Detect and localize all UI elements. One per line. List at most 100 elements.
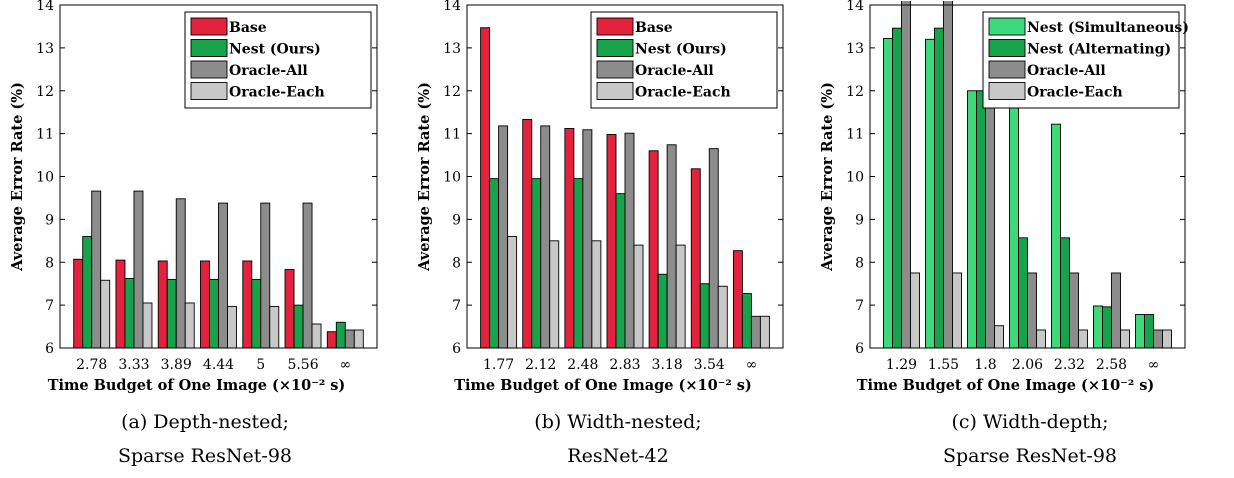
caption-line: Sparse ResNet-98 [118, 445, 292, 467]
x-tick-label: 3.18 [652, 357, 683, 373]
y-tick-label: 13 [36, 41, 54, 57]
legend: Base Nest (Ours) Oracle-All Oracle-Each [184, 11, 372, 109]
bar-oracle-all-3.18 [666, 144, 677, 348]
bar-nest-alternating--2.32 [1060, 237, 1070, 348]
bar-nest-ours--2.78 [82, 236, 93, 348]
bar-nest-ours--2.48 [573, 178, 584, 348]
bar-nest-simultaneous--1.29 [883, 37, 893, 348]
y-tick-label: 10 [846, 170, 864, 186]
x-tick-label: ∞ [1148, 357, 1160, 373]
bar-base-∞ [326, 331, 337, 348]
legend: Nest (Simultaneous) Nest (Alternating) Ora… [982, 11, 1189, 109]
x-tick-label: ∞ [339, 357, 351, 373]
bar-base-∞ [732, 250, 743, 348]
legend-swatch [596, 17, 634, 36]
bar-nest-simultaneous--1.8 [967, 90, 977, 348]
caption-line: (a) Depth-nested; [121, 411, 289, 433]
y-tick-label: 8 [855, 255, 864, 271]
caption-line: (b) Width-nested; [534, 411, 701, 433]
bar-oracle-each-2.06 [1036, 329, 1046, 348]
x-tick-label: 2.78 [76, 357, 107, 373]
y-tick-label: 11 [36, 127, 54, 143]
bar-oracle-each-3.18 [675, 244, 686, 348]
bar-nest-ours--5 [251, 278, 262, 348]
legend-swatch [596, 39, 634, 57]
bar-oracle-each-4.44 [227, 305, 237, 348]
bar-oracle-each-1.77 [507, 236, 518, 348]
legend-swatch [596, 60, 634, 79]
y-tick-label: 10 [443, 170, 461, 186]
bar-nest-simultaneous--∞ [1135, 314, 1145, 348]
bar-nest-simultaneous--1.55 [925, 38, 935, 348]
y-tick-label: 9 [855, 212, 864, 228]
y-tick-label: 9 [45, 212, 54, 228]
legend-entry: Base [229, 20, 267, 36]
bar-oracle-all-3.54 [708, 148, 719, 348]
legend-entry: Nest (Alternating) [1027, 42, 1171, 58]
y-tick-label: 6 [452, 341, 461, 357]
bar-oracle-all-3.33 [133, 190, 144, 348]
y-tick-label: 7 [45, 298, 54, 314]
bar-nest-alternating--2.58 [1102, 306, 1112, 348]
caption-line: Sparse ResNet-98 [943, 445, 1117, 467]
x-tick-label: 2.12 [525, 357, 556, 373]
bar-oracle-each-1.29 [910, 272, 920, 348]
y-tick-label: 13 [443, 41, 461, 57]
x-tick-label: 3.89 [161, 357, 192, 373]
legend-swatch [988, 39, 1026, 57]
x-tick-label: 3.54 [694, 357, 725, 373]
y-tick-label: 14 [443, 0, 461, 14]
bar-base-5 [242, 260, 253, 348]
x-tick-label: 2.32 [1054, 357, 1085, 373]
bar-base-4.44 [200, 260, 210, 348]
legend-entry: Oracle-Each [635, 85, 731, 101]
bar-oracle-each-∞ [353, 329, 364, 348]
bar-oracle-each-∞ [759, 315, 770, 348]
legend-entry: Nest (Ours) [635, 42, 727, 58]
bar-base-2.12 [522, 119, 533, 348]
bar-oracle-all-2.32 [1069, 272, 1079, 348]
x-tick-label: 1.77 [483, 357, 514, 373]
plot-frame [869, 4, 1186, 349]
x-tick-label: 1.8 [974, 357, 996, 373]
bar-oracle-each-5.56 [311, 323, 322, 348]
bar-oracle-each-2.78 [100, 279, 111, 348]
bar-oracle-all-1.8 [985, 90, 995, 348]
bar-oracle-each-5 [269, 305, 280, 348]
y-tick-label: 12 [36, 84, 54, 100]
bar-oracle-all-1.77 [498, 125, 509, 348]
x-tick-label: 2.06 [1012, 357, 1043, 373]
bar-oracle-all-2.06 [1027, 272, 1037, 348]
bar-oracle-each-2.32 [1078, 329, 1088, 348]
legend-swatch [988, 17, 1026, 36]
legend-swatch [190, 60, 228, 79]
legend-swatch [190, 39, 228, 57]
y-tick-label: 7 [855, 298, 864, 314]
legend-entry: Oracle-All [229, 63, 308, 79]
legend-swatch [988, 60, 1026, 79]
bar-nest-ours--2.83 [615, 193, 626, 348]
legend-entry: Nest (Ours) [229, 42, 321, 58]
bar-oracle-all-2.48 [582, 129, 593, 348]
legend-entry: Oracle-All [1027, 63, 1106, 79]
bar-oracle-each-3.33 [142, 302, 153, 348]
bar-nest-ours--3.33 [124, 278, 135, 348]
bar-oracle-all-4.44 [218, 202, 228, 348]
x-tick-label: 5.56 [287, 357, 318, 373]
bar-nest-simultaneous--2.32 [1051, 123, 1061, 348]
caption-line: (c) Width-depth; [951, 411, 1108, 433]
legend-swatch [190, 82, 228, 100]
y-tick-label: 9 [452, 212, 461, 228]
x-axis-label: Time Budget of One Image (×10⁻² s) [857, 377, 1155, 394]
x-axis-label: Time Budget of One Image (×10⁻² s) [454, 377, 752, 394]
y-tick-label: 8 [452, 255, 461, 271]
bar-nest-ours--2.12 [531, 178, 542, 348]
bar-nest-alternating--2.06 [1018, 237, 1028, 348]
bar-oracle-each-3.89 [184, 302, 195, 348]
x-tick-label: 2.48 [567, 357, 598, 373]
x-tick-label: 2.58 [1096, 357, 1127, 373]
legend: Base Nest (Ours) Oracle-All Oracle-Each [590, 11, 778, 109]
bar-oracle-all-2.83 [624, 132, 635, 348]
x-tick-label: 3.33 [118, 357, 149, 373]
